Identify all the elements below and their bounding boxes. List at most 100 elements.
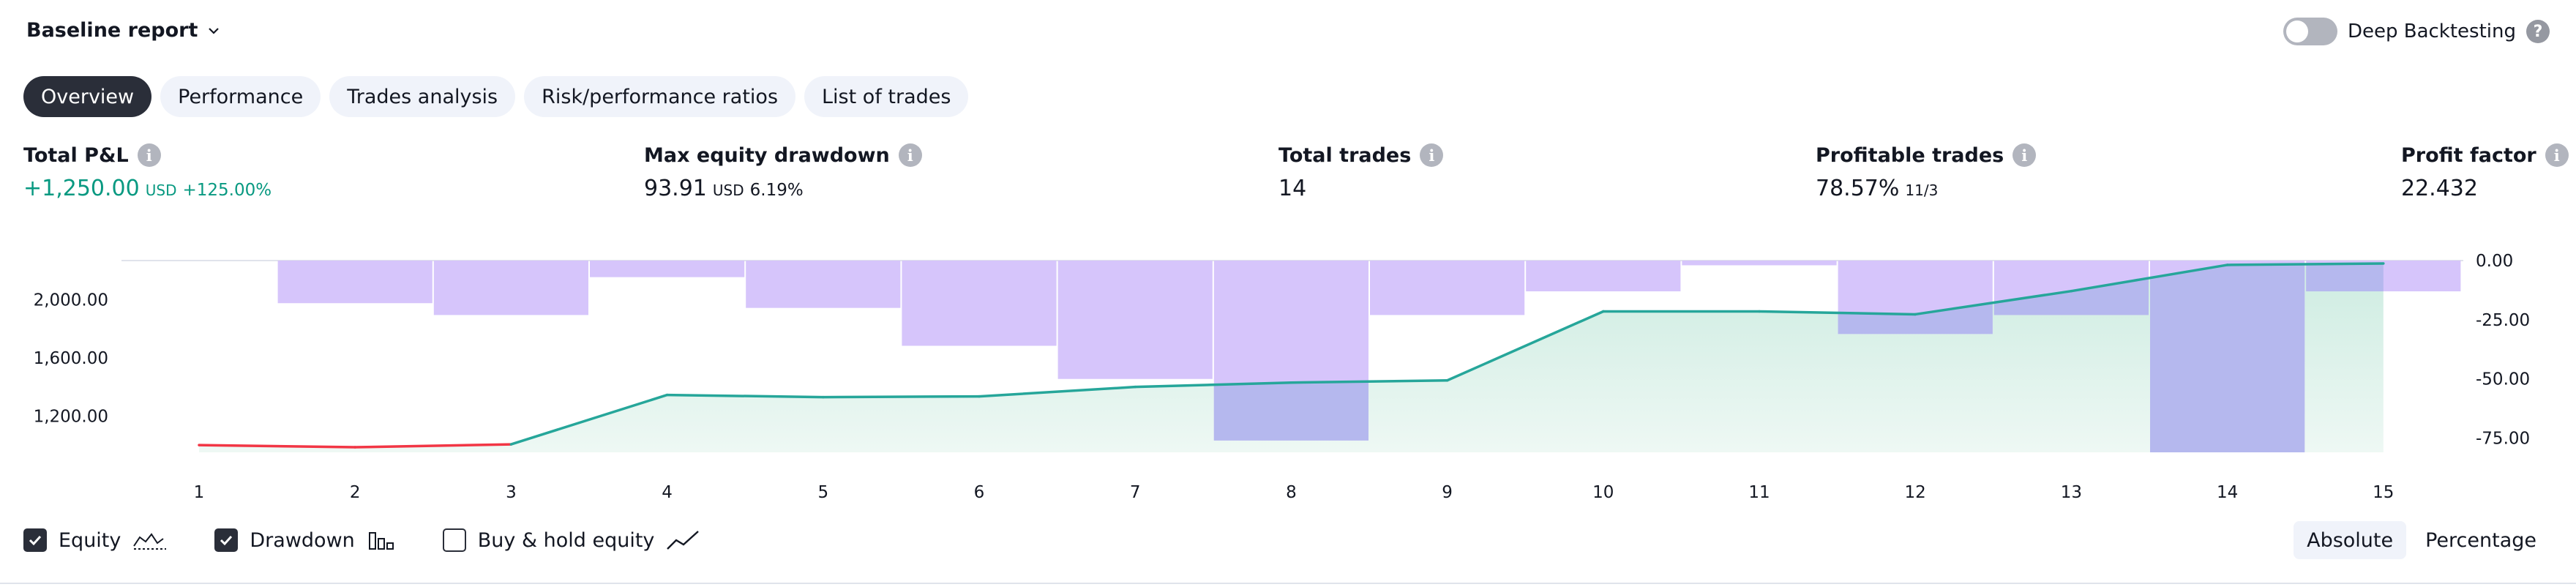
equity-line-segment — [353, 443, 513, 449]
right-axis-tick-label: -25.00 — [2476, 311, 2530, 330]
x-axis-tick-label: 8 — [1286, 483, 1297, 502]
tab-trades-analysis[interactable]: Trades analysis — [329, 76, 516, 117]
right-axis-tick-label: 0.00 — [2476, 252, 2513, 271]
x-axis-tick-label: 2 — [350, 483, 361, 502]
report-tabs: Overview Performance Trades analysis Ris… — [23, 76, 969, 117]
stat-percent: +125.00% — [182, 181, 272, 200]
x-axis-tick-label: 9 — [1442, 483, 1453, 502]
x-axis-tick-label: 7 — [1130, 483, 1141, 502]
percentage-button[interactable]: Percentage — [2425, 528, 2536, 552]
stat-percent: 6.19% — [749, 181, 804, 200]
value-mode-switch: Absolute Percentage — [2294, 521, 2550, 559]
left-axis-tick-label: 1,600.00 — [34, 349, 108, 368]
equity-line-segment — [509, 393, 669, 446]
stat-unit: USD — [145, 182, 177, 199]
deep-backtesting-label: Deep Backtesting — [2347, 20, 2516, 42]
tab-list-of-trades[interactable]: List of trades — [804, 76, 969, 117]
equity-line-segment — [198, 444, 356, 449]
stat-max-drawdown: Max equity drawdown i 93.91 USD 6.19% — [644, 143, 922, 201]
absolute-button[interactable]: Absolute — [2294, 521, 2407, 559]
stat-label: Max equity drawdown — [644, 143, 890, 167]
stat-label: Profitable trades — [1816, 143, 2004, 167]
x-axis-tick-label: 10 — [1592, 483, 1614, 502]
buy-hold-checkbox[interactable] — [442, 528, 466, 552]
x-axis-tick-label: 11 — [1748, 483, 1770, 502]
equity-line-segment — [1758, 310, 1917, 316]
info-icon[interactable]: i — [1420, 143, 1444, 167]
drawdown-bar — [1682, 261, 1837, 266]
equity-line-segment — [1289, 379, 1449, 384]
legend-label: Equity — [59, 528, 121, 552]
stat-label: Profit factor — [2401, 143, 2536, 167]
equity-checkbox[interactable] — [23, 528, 47, 552]
drawdown-bar — [1526, 261, 1681, 292]
equity-line-segment — [978, 385, 1137, 398]
left-axis-tick-label: 1,200.00 — [34, 407, 108, 426]
tab-overview[interactable]: Overview — [23, 76, 152, 117]
deep-backtesting-toggle[interactable] — [2283, 18, 2337, 45]
x-axis-tick-label: 12 — [1905, 483, 1926, 502]
drawdown-checkbox[interactable] — [214, 528, 239, 552]
legend-equity[interactable]: Equity — [23, 528, 168, 552]
left-axis-tick-label: 2,000.00 — [34, 291, 108, 310]
equity-line-icon — [133, 533, 167, 550]
right-axis-tick-label: -50.00 — [2476, 370, 2530, 389]
info-icon[interactable]: i — [898, 143, 922, 167]
x-axis-tick-label: 3 — [506, 483, 517, 502]
x-axis-tick-label: 13 — [2061, 483, 2082, 502]
equity-line-segment — [1134, 381, 1293, 389]
help-icon[interactable]: ? — [2526, 20, 2550, 43]
stat-label: Total trades — [1278, 143, 1412, 167]
x-axis-tick-label: 6 — [974, 483, 985, 502]
equity-line-segment — [1914, 289, 2073, 316]
stat-value: 22.432 — [2401, 176, 2478, 201]
equity-line-segment — [2225, 262, 2385, 266]
check-icon — [29, 535, 42, 546]
x-axis-tick-label: 5 — [817, 483, 828, 502]
report-title: Baseline report — [26, 19, 198, 42]
x-axis-tick-label: 15 — [2373, 483, 2394, 502]
x-axis-tick-label: 14 — [2217, 483, 2238, 502]
x-axis-tick-label: 4 — [662, 483, 673, 502]
info-icon[interactable]: i — [137, 143, 161, 167]
stat-label: Total P&L — [23, 143, 129, 167]
drawdown-bar — [902, 261, 1057, 346]
stat-total-trades: Total trades i 14 — [1278, 143, 1444, 201]
chart-legend: Equity Drawdown Buy & hold equity — [23, 528, 748, 552]
info-icon[interactable]: i — [2012, 143, 2037, 167]
x-axis-tick-label: 1 — [194, 483, 205, 502]
drawdown-bar — [433, 261, 588, 315]
stat-value: 93.91 — [644, 176, 707, 201]
stat-profit-factor: Profit factor i 22.432 — [2401, 143, 2569, 201]
stat-ratio: 11/3 — [1905, 182, 1939, 199]
legend-label: Drawdown — [250, 528, 355, 552]
bottom-divider — [0, 583, 2576, 584]
tab-risk-performance-ratios[interactable]: Risk/performance ratios — [524, 76, 796, 117]
legend-buy-hold[interactable]: Buy & hold equity — [442, 528, 702, 552]
stat-total-pnl: Total P&L i +1,250.00 USD +125.00% — [23, 143, 272, 201]
equity-drawdown-chart: 1,200.00 1,600.00 2,000.00 0.00 -25.00 -50.00… — [34, 252, 2531, 502]
drawdown-bar — [1370, 261, 1525, 315]
equity-line-segment — [2070, 263, 2229, 293]
stat-value: +1,250.00 — [23, 176, 140, 201]
legend-label: Buy & hold equity — [477, 528, 655, 552]
deep-backtesting: Deep Backtesting ? — [2283, 18, 2550, 45]
drawdown-bar — [746, 261, 901, 308]
stat-value: 14 — [1278, 176, 1307, 201]
info-icon[interactable]: i — [2545, 143, 2569, 167]
drawdown-bar — [1057, 261, 1213, 379]
equity-line-segment — [1445, 310, 1605, 382]
legend-drawdown[interactable]: Drawdown — [214, 528, 395, 552]
drawdown-bar-overlap — [2150, 263, 2305, 452]
drawdown-bar — [277, 261, 433, 304]
bar-chart-icon — [368, 532, 394, 550]
chevron-down-icon — [209, 27, 220, 34]
tab-performance[interactable]: Performance — [160, 76, 321, 117]
equity-area — [199, 263, 2384, 452]
right-axis-tick-label: -75.00 — [2476, 430, 2530, 449]
drawdown-bar — [590, 261, 745, 277]
check-icon — [220, 535, 233, 546]
stat-value: 78.57% — [1816, 176, 1900, 201]
report-selector[interactable]: Baseline report — [26, 19, 221, 42]
equity-line-segment — [665, 393, 825, 399]
